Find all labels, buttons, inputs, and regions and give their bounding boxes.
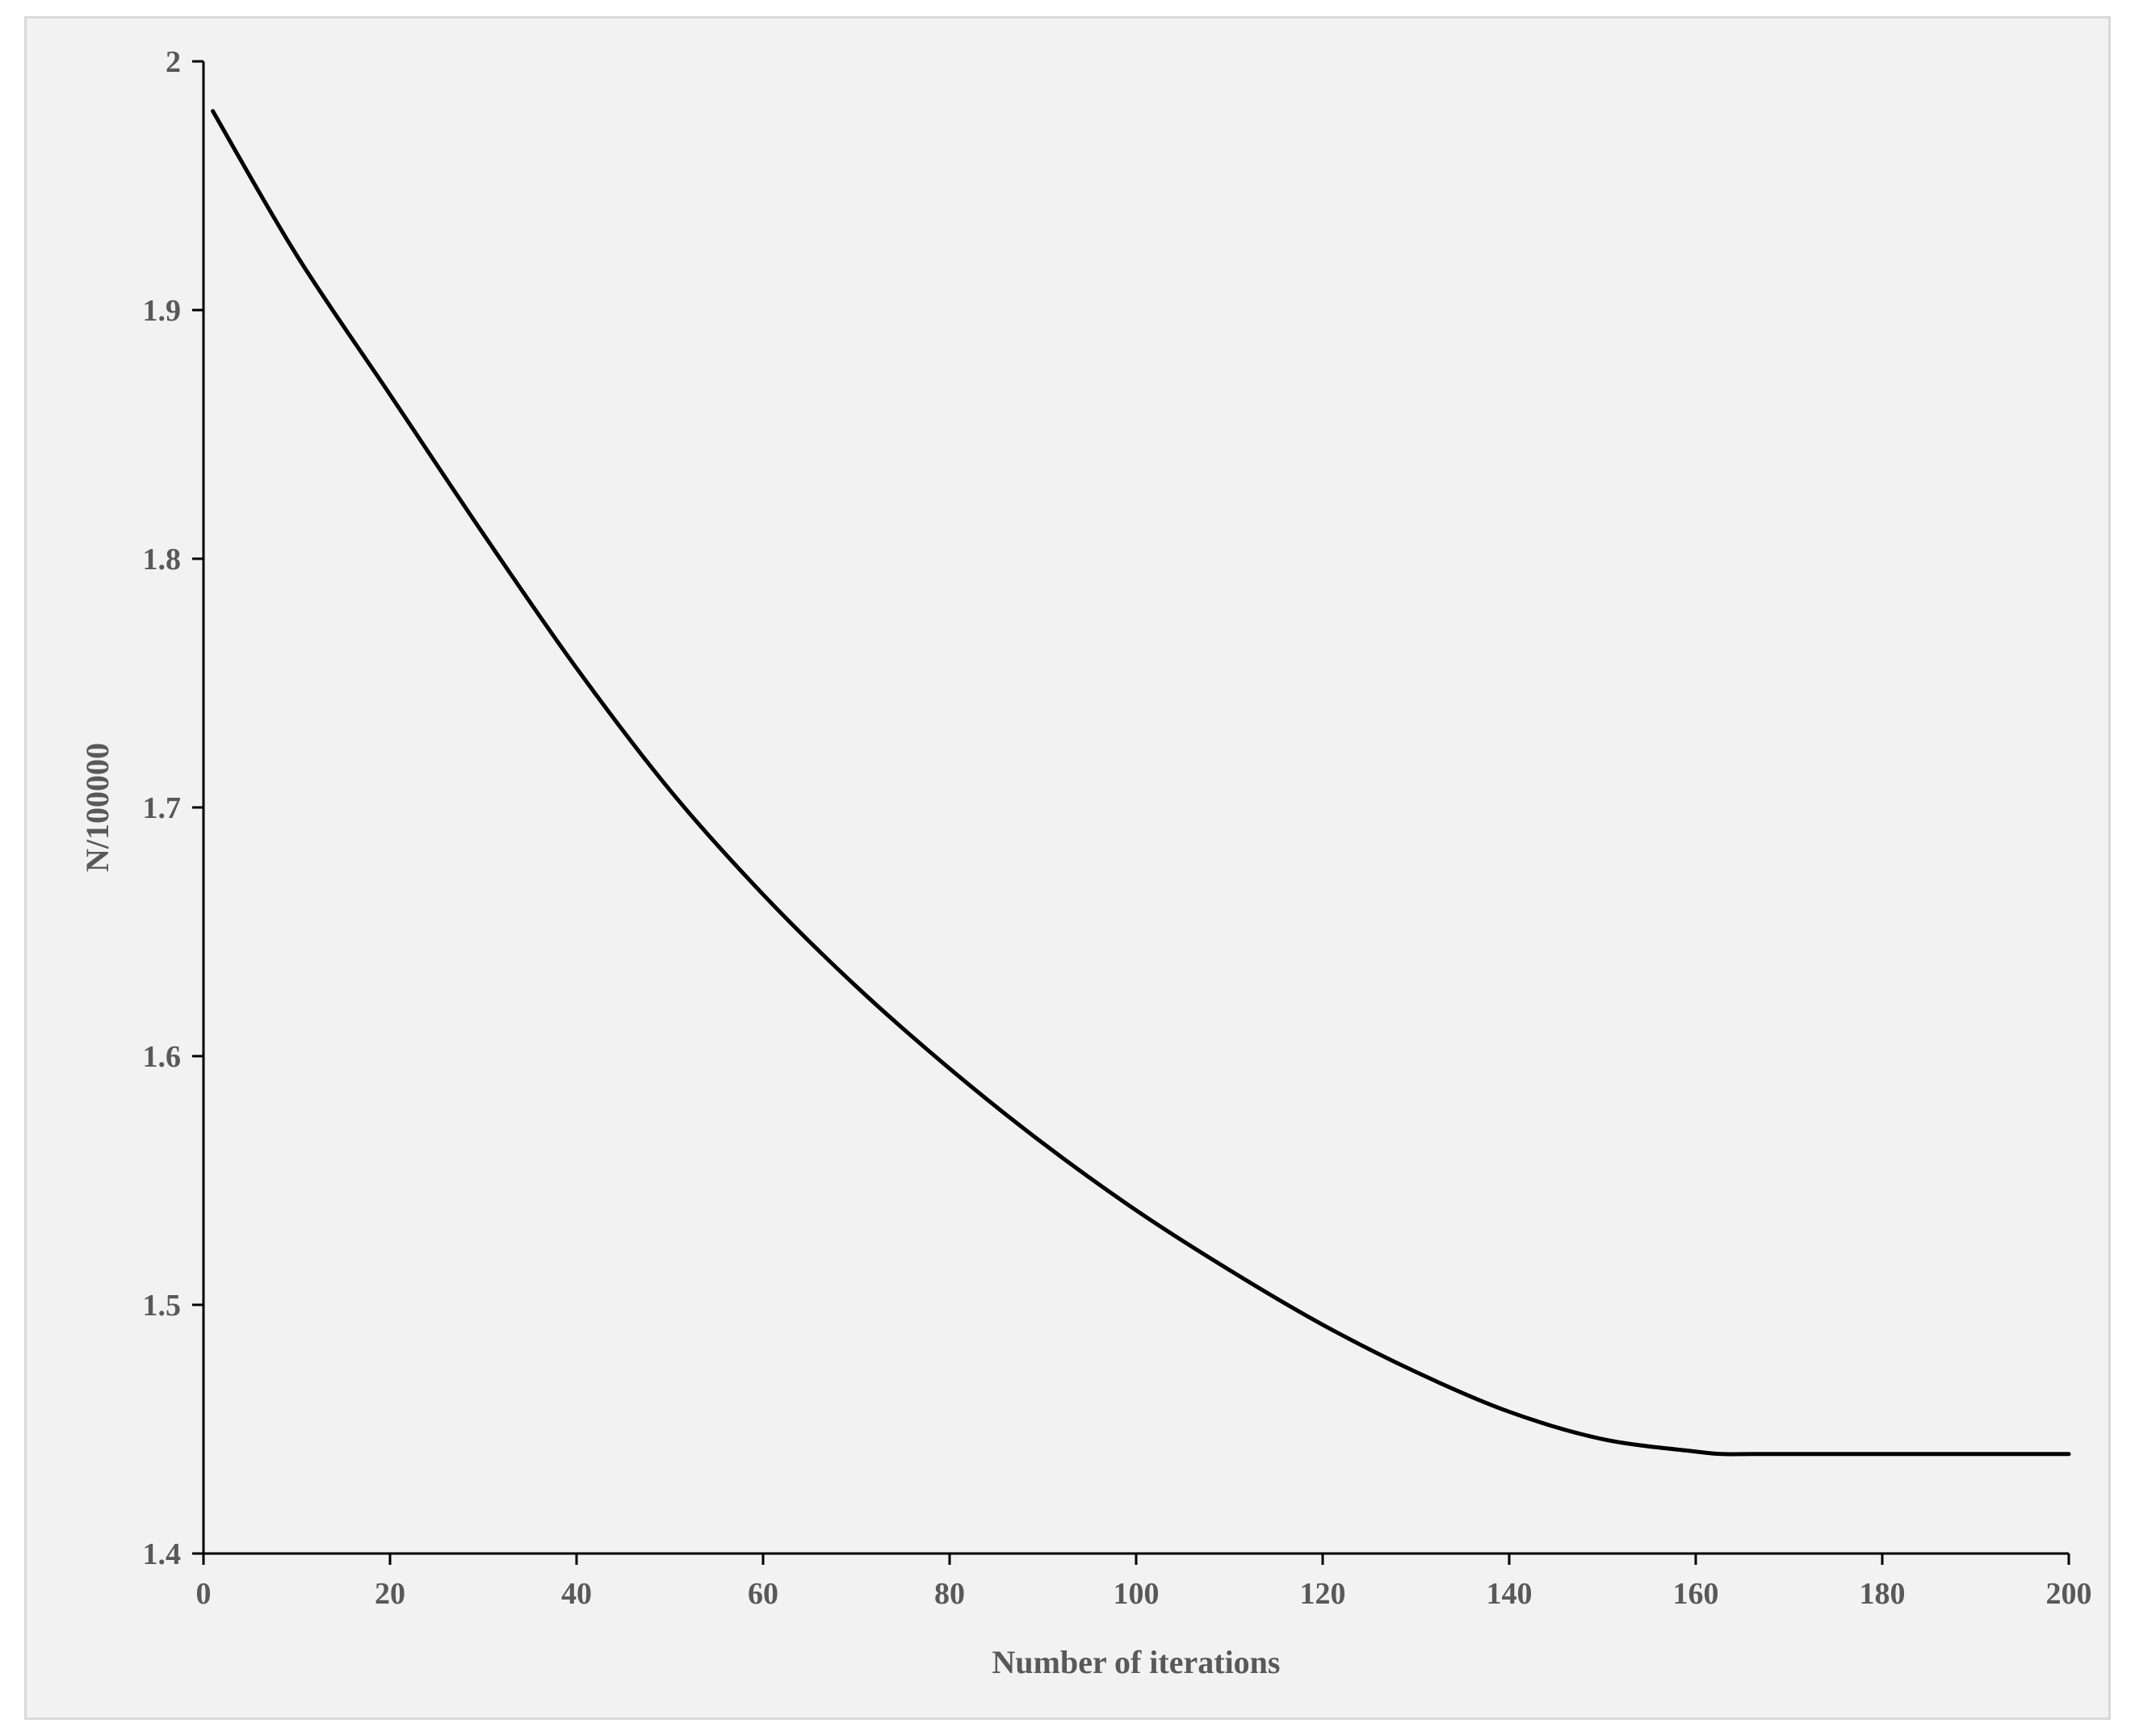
- y-axis: 1.4 1.5 1.6 1.7 1.8 1.9 2: [143, 45, 205, 1571]
- y-tick-label: 1.7: [143, 791, 182, 825]
- x-tick-label: 160: [1673, 1577, 1719, 1611]
- x-tick-label: 120: [1300, 1577, 1346, 1611]
- y-axis-title: N/100000: [79, 743, 115, 872]
- x-tick-label: 20: [375, 1577, 405, 1611]
- chart-frame: [24, 16, 2111, 1720]
- y-tick-label: 1.6: [143, 1040, 182, 1074]
- y-tick-label: 1.5: [143, 1289, 182, 1323]
- x-tick-label: 40: [561, 1577, 592, 1611]
- y-tick-label: 1.9: [143, 294, 182, 328]
- y-tick-label: 1.8: [143, 543, 182, 577]
- series-line: [211, 109, 2071, 1457]
- x-axis: 0 20 40 60 80 100 120 140 160 180 200: [196, 1552, 2092, 1611]
- x-tick-label: 100: [1114, 1577, 1160, 1611]
- plot-area: [211, 109, 2071, 1457]
- x-tick-label: 200: [2046, 1577, 2092, 1611]
- x-tick-label: 140: [1487, 1577, 1533, 1611]
- y-tick-label: 1.4: [143, 1537, 182, 1571]
- x-axis-title: Number of iterations: [992, 1644, 1281, 1680]
- x-tick-label: 80: [934, 1577, 965, 1611]
- x-tick-label: 0: [196, 1577, 212, 1611]
- x-tick-label: 180: [1860, 1577, 1906, 1611]
- x-tick-label: 60: [748, 1577, 778, 1611]
- y-tick-label: 2: [166, 45, 181, 79]
